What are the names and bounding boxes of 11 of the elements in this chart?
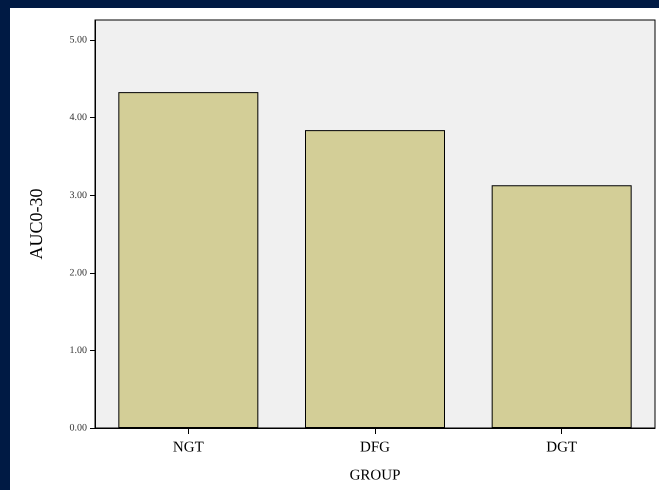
- x-axis-title: GROUP: [350, 468, 400, 484]
- y-tick-label: 1.00: [70, 344, 87, 356]
- y-tick-label: 5.00: [70, 34, 87, 46]
- x-tick-label: NGT: [172, 440, 204, 456]
- y-tick-label: 4.00: [70, 112, 87, 124]
- y-axis-title: AUC0-30: [26, 188, 46, 260]
- y-tick-label: 3.00: [70, 190, 87, 201]
- x-tick-label: DFG: [360, 440, 390, 456]
- x-tick-label: DGT: [546, 440, 578, 456]
- y-tick-label: 2.00: [70, 267, 87, 278]
- y-tick-label: 0.00: [70, 422, 87, 434]
